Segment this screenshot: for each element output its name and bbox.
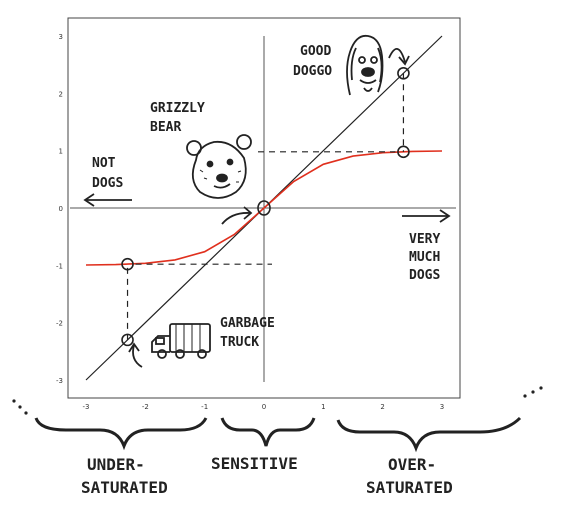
- x-tick-label: 2: [380, 403, 384, 411]
- y-tick-label: 2: [59, 90, 63, 98]
- curved-arrow-dog: [388, 48, 410, 66]
- plot-frame: [67, 17, 461, 399]
- y-tick-label: 1: [59, 148, 63, 156]
- y-tick-label: 0: [59, 205, 63, 213]
- annot-garbage-2: TRUCK: [220, 335, 259, 350]
- annot-grizzly-2: BEAR: [150, 120, 181, 135]
- marker-circle: [397, 145, 410, 159]
- marker-circle: [257, 200, 271, 216]
- dots-left: [12, 399, 28, 415]
- y-tick-label: -2: [56, 320, 63, 328]
- tanh-line: [85, 150, 443, 266]
- series-lines: [85, 35, 443, 381]
- region-over-1: OVER-: [388, 455, 436, 474]
- curved-arrow-truck: [128, 342, 143, 368]
- markers: [121, 66, 410, 347]
- x-tick-label: -1: [201, 403, 208, 411]
- bear-icon: [186, 134, 252, 199]
- x-tick-label: 1: [321, 403, 325, 411]
- x-tick-label: -2: [142, 403, 149, 411]
- x-tick-label: -3: [83, 403, 90, 411]
- region-over-2: SATURATED: [366, 478, 453, 497]
- x-tick-label: 3: [440, 403, 444, 411]
- guide-lines: [126, 73, 405, 340]
- marker-circle: [121, 333, 134, 347]
- x-tick-label: 0: [262, 403, 266, 411]
- region-sensitive: SENSITIVE: [211, 454, 298, 473]
- garbage-truck-icon: [151, 323, 211, 359]
- dots-right: [523, 386, 543, 398]
- tick-labels: -3 -2 -1 0 1 2 3 -3 -2 -1 0 1 2 3: [56, 33, 444, 411]
- annot-very-much-1: VERY: [409, 232, 440, 247]
- brace-sensitive: [220, 417, 316, 447]
- right-arrow: [402, 209, 451, 223]
- marker-circle: [397, 66, 410, 80]
- dog-icon: [346, 34, 384, 96]
- annot-good-doggo-2: DOGGO: [293, 64, 332, 79]
- annot-grizzly-1: GRIZZLY: [150, 101, 205, 116]
- annot-good-doggo-1: GOOD: [300, 44, 331, 59]
- region-under-1: UNDER-: [87, 455, 145, 474]
- annot-very-much-2: MUCH: [409, 250, 440, 265]
- left-arrow: [83, 193, 132, 207]
- y-tick-label: -1: [56, 262, 63, 270]
- annot-very-much-3: DOGS: [409, 268, 440, 283]
- annot-not-dogs-2: DOGS: [92, 176, 123, 191]
- y-tick-label: 3: [59, 33, 63, 41]
- region-under-2: SATURATED: [81, 478, 168, 497]
- y-tick-label: -3: [56, 377, 63, 385]
- brace-over: [336, 416, 522, 453]
- annot-garbage-1: GARBAGE: [220, 316, 275, 331]
- marker-circle: [121, 257, 134, 271]
- curved-arrow-origin: [221, 206, 253, 225]
- brace-under: [34, 417, 208, 451]
- annot-not-dogs-1: NOT: [92, 156, 116, 171]
